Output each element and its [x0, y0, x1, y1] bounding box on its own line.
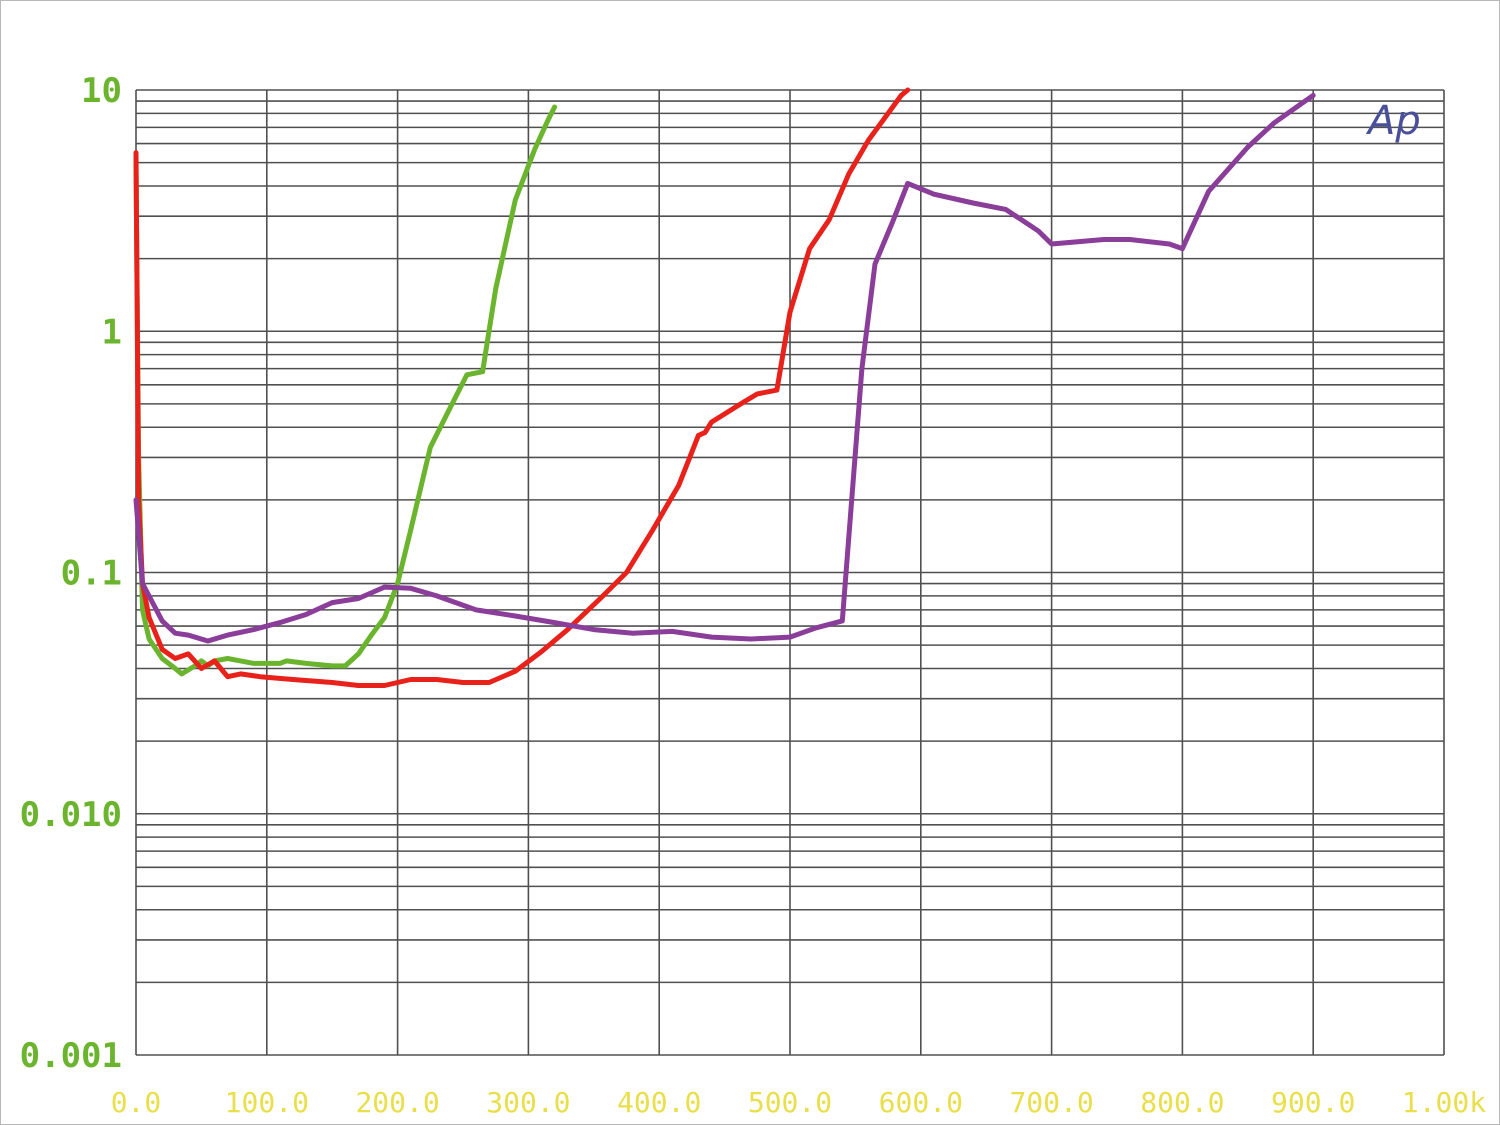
x-tick-label: 900.0	[1271, 1086, 1355, 1119]
x-tick-label: 200.0	[355, 1086, 439, 1119]
y-tick-label: 0.010	[20, 795, 122, 835]
x-tick-label: 1.00k	[1402, 1086, 1486, 1119]
y-tick-label: 0.1	[61, 554, 122, 594]
series-line-2	[133, 87, 911, 688]
y-axis-ticks: 10 1 0.1 0.010 0.001	[20, 71, 122, 1076]
x-tick-label: 800.0	[1140, 1086, 1224, 1119]
series-line-3	[133, 92, 1316, 644]
x-tick-label: 600.0	[879, 1086, 963, 1119]
y-tick-label: 10	[81, 71, 122, 111]
x-tick-label: 700.0	[1009, 1086, 1093, 1119]
x-tick-label: 300.0	[486, 1086, 570, 1119]
grid	[135, 89, 1445, 1056]
x-axis-ticks: 0.0 100.0 200.0 300.0 400.0 500.0 600.0 700.0 80…	[111, 1086, 1487, 1119]
x-tick-label: 500.0	[748, 1086, 832, 1119]
series-line-1	[133, 104, 558, 677]
x-tick-label: 0.0	[111, 1086, 162, 1119]
y-tick-label: 1	[102, 312, 122, 352]
series-group	[133, 87, 1316, 688]
x-tick-label: 100.0	[225, 1086, 309, 1119]
ap-logo: Ap	[1365, 98, 1421, 144]
y-tick-label: 0.001	[20, 1036, 122, 1076]
x-tick-label: 400.0	[617, 1086, 701, 1119]
